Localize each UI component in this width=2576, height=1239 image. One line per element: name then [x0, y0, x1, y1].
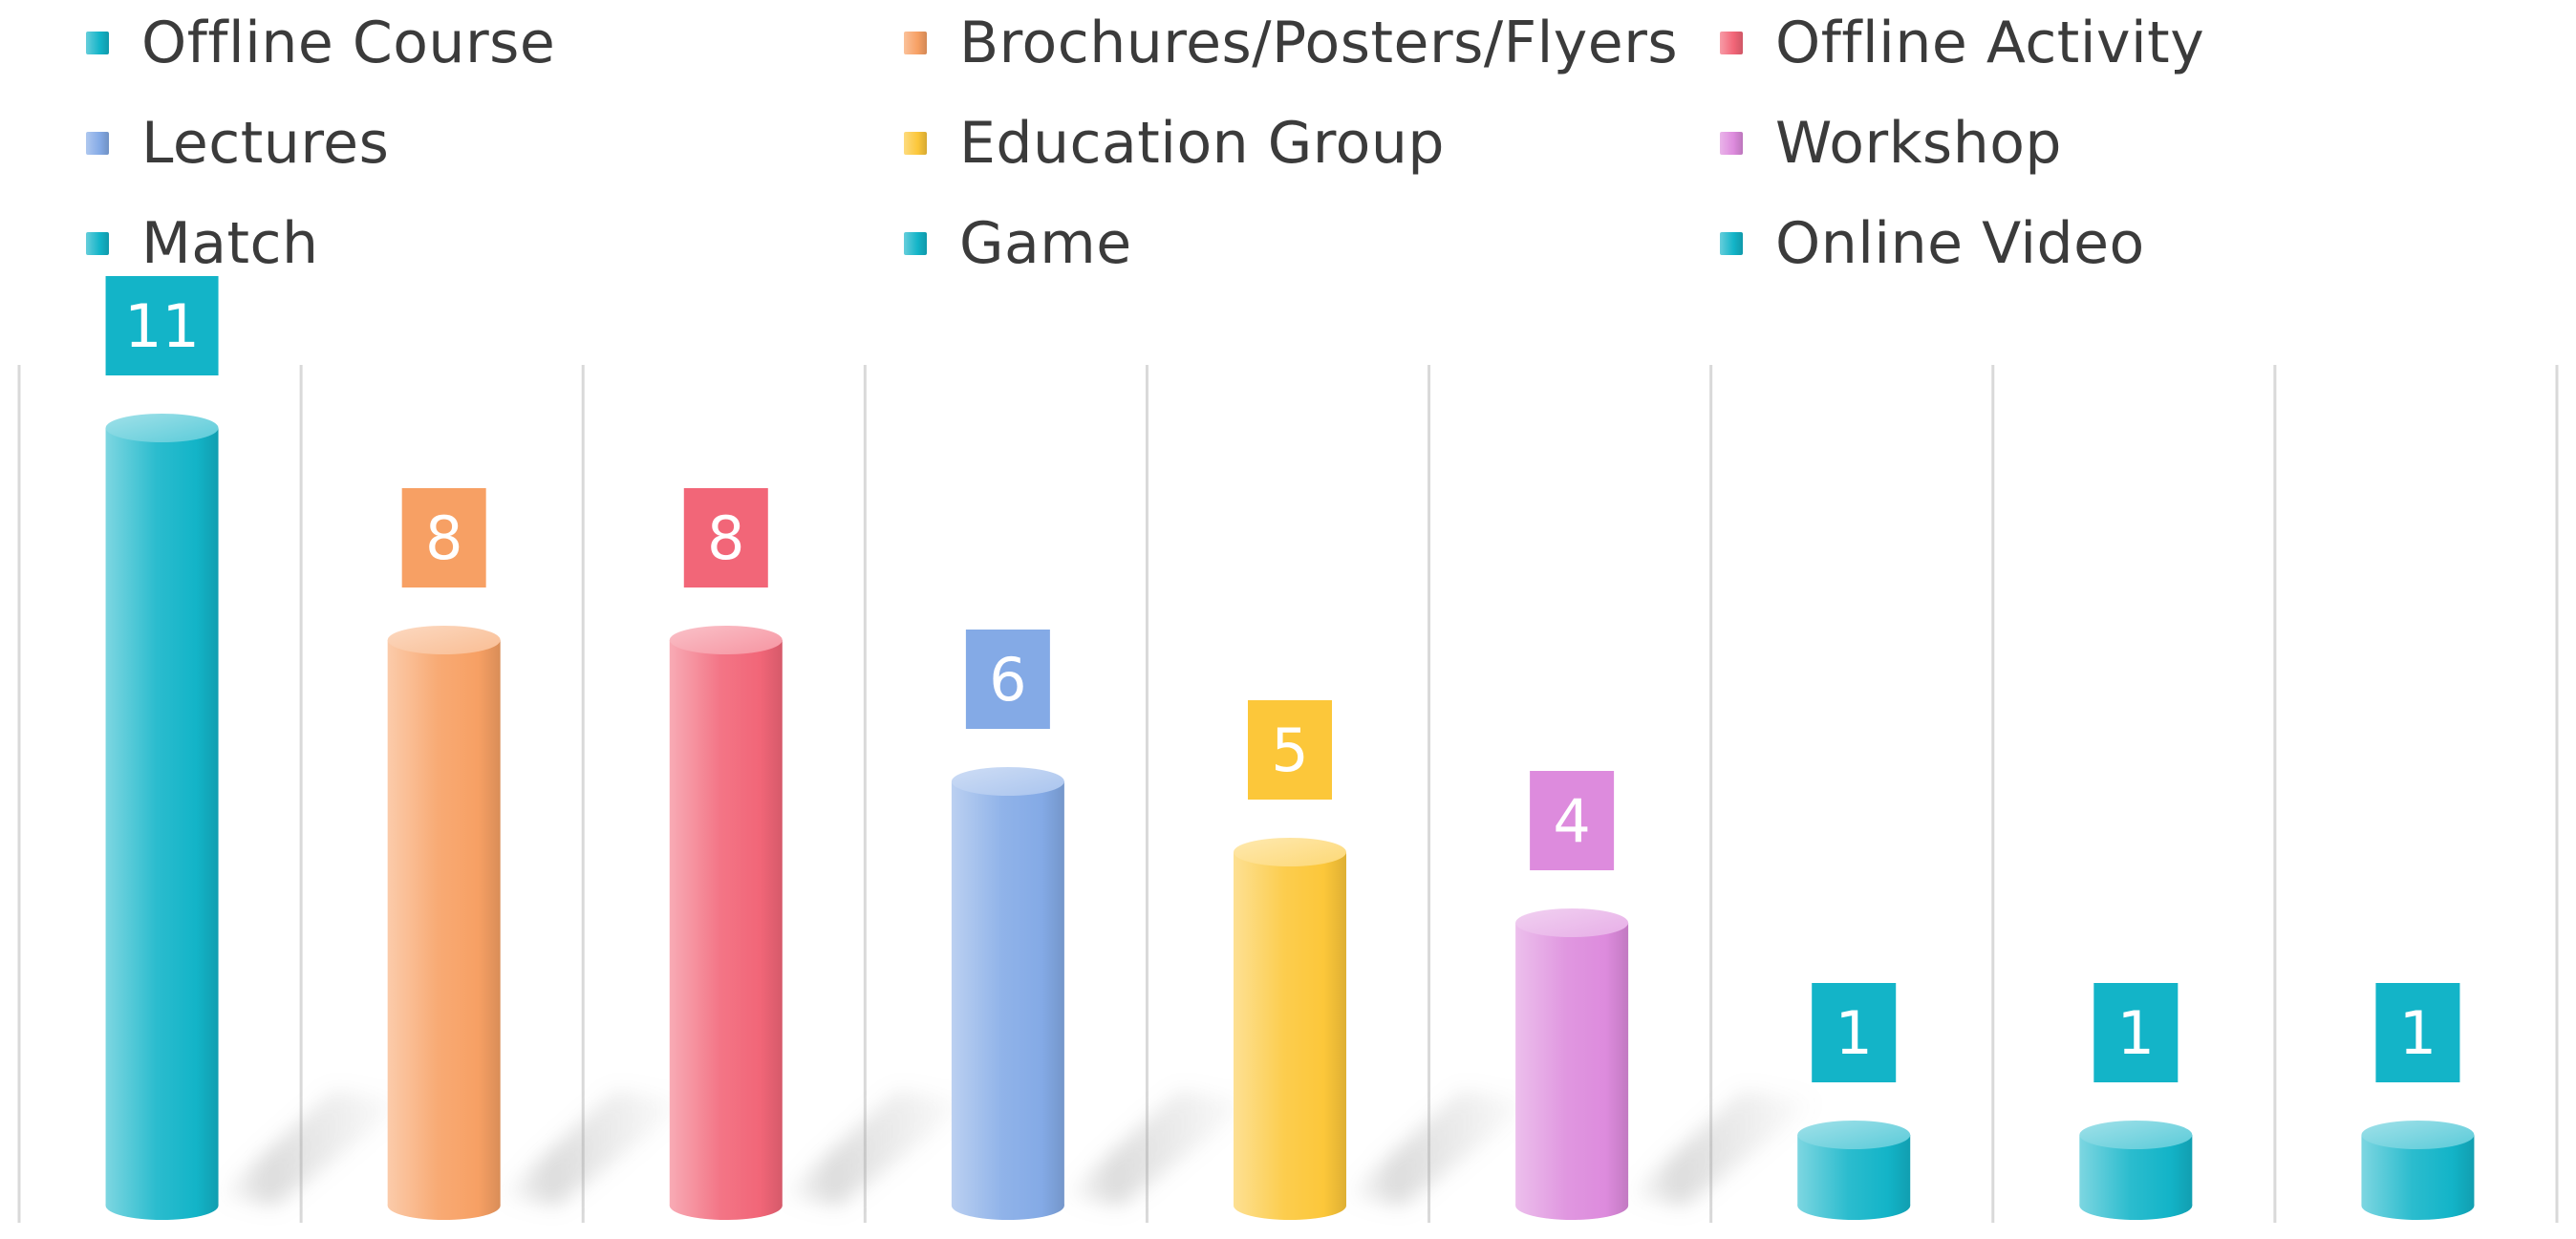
bar-shadow [782, 1091, 974, 1206]
chart-legend: Offline Course Brochures/Posters/Flyers Of… [0, 0, 2576, 287]
legend-swatch [86, 132, 109, 155]
value-label: 11 [105, 276, 219, 375]
legend-label: Match [141, 210, 319, 277]
legend-item: Offline Course [86, 10, 555, 76]
value-label: 6 [965, 630, 1050, 729]
bar [387, 626, 501, 1220]
bar-shadow [218, 1091, 410, 1206]
legend-item: Game [904, 210, 1132, 277]
gridlines [17, 365, 2559, 1223]
bar [2361, 1121, 2475, 1220]
bar [1797, 1121, 1911, 1220]
legend-item: Education Group [904, 110, 1445, 177]
value-label-text: 1 [2399, 998, 2436, 1068]
value-label-text: 8 [425, 503, 462, 573]
legend-swatch [904, 232, 927, 255]
legend-item: Online Video [1720, 210, 2145, 277]
value-label-text: 8 [707, 503, 744, 573]
legend-label: Offline Course [141, 10, 556, 76]
legend-item: Match [86, 210, 319, 277]
value-label: 8 [401, 488, 486, 587]
legend-item: Brochures/Posters/Flyers [904, 10, 1678, 76]
value-label: 5 [1248, 700, 1332, 800]
legend-label: Workshop [1775, 110, 2063, 177]
value-label: 4 [1530, 771, 1615, 870]
legend-label: Offline Activity [1775, 10, 2205, 76]
legend-swatch [86, 232, 109, 255]
value-label-text: 5 [1271, 716, 1308, 785]
legend-swatch [1720, 232, 1743, 255]
legend-label: Online Video [1775, 210, 2145, 277]
value-label-text: 4 [1553, 786, 1590, 856]
value-label: 1 [2093, 983, 2179, 1082]
legend-swatch [1720, 32, 1743, 54]
bar-shadow [500, 1091, 692, 1206]
bar [951, 767, 1064, 1220]
value-label-text: 1 [1835, 998, 1872, 1068]
legend-swatch [904, 132, 927, 155]
bar [669, 626, 783, 1220]
legend-swatch [86, 32, 109, 54]
value-label-text: 1 [2117, 998, 2155, 1068]
bar [2079, 1121, 2193, 1220]
bar [1234, 838, 1346, 1220]
legend-swatch [1720, 132, 1743, 155]
bar-shadows [218, 1091, 1820, 1206]
bar [1515, 908, 1629, 1220]
legend-label: Brochures/Posters/Flyers [959, 10, 1679, 76]
bar-shadow [1628, 1091, 1820, 1206]
legend-swatch [904, 32, 927, 54]
bar [105, 414, 219, 1220]
value-label: 1 [2375, 983, 2460, 1082]
bars [105, 414, 2475, 1220]
bar-shadow [1346, 1091, 1537, 1206]
value-label: 1 [1812, 983, 1897, 1082]
legend-item: Offline Activity [1720, 10, 2204, 76]
value-label-text: 6 [989, 645, 1026, 715]
legend-label: Education Group [959, 110, 1445, 177]
legend-label: Game [959, 210, 1132, 277]
legend-label: Lectures [141, 110, 390, 177]
bar-shadow [1063, 1091, 1256, 1206]
value-label-text: 11 [124, 291, 200, 361]
value-label: 8 [683, 488, 768, 587]
legend-item: Workshop [1720, 110, 2062, 177]
legend-item: Lectures [86, 110, 389, 177]
